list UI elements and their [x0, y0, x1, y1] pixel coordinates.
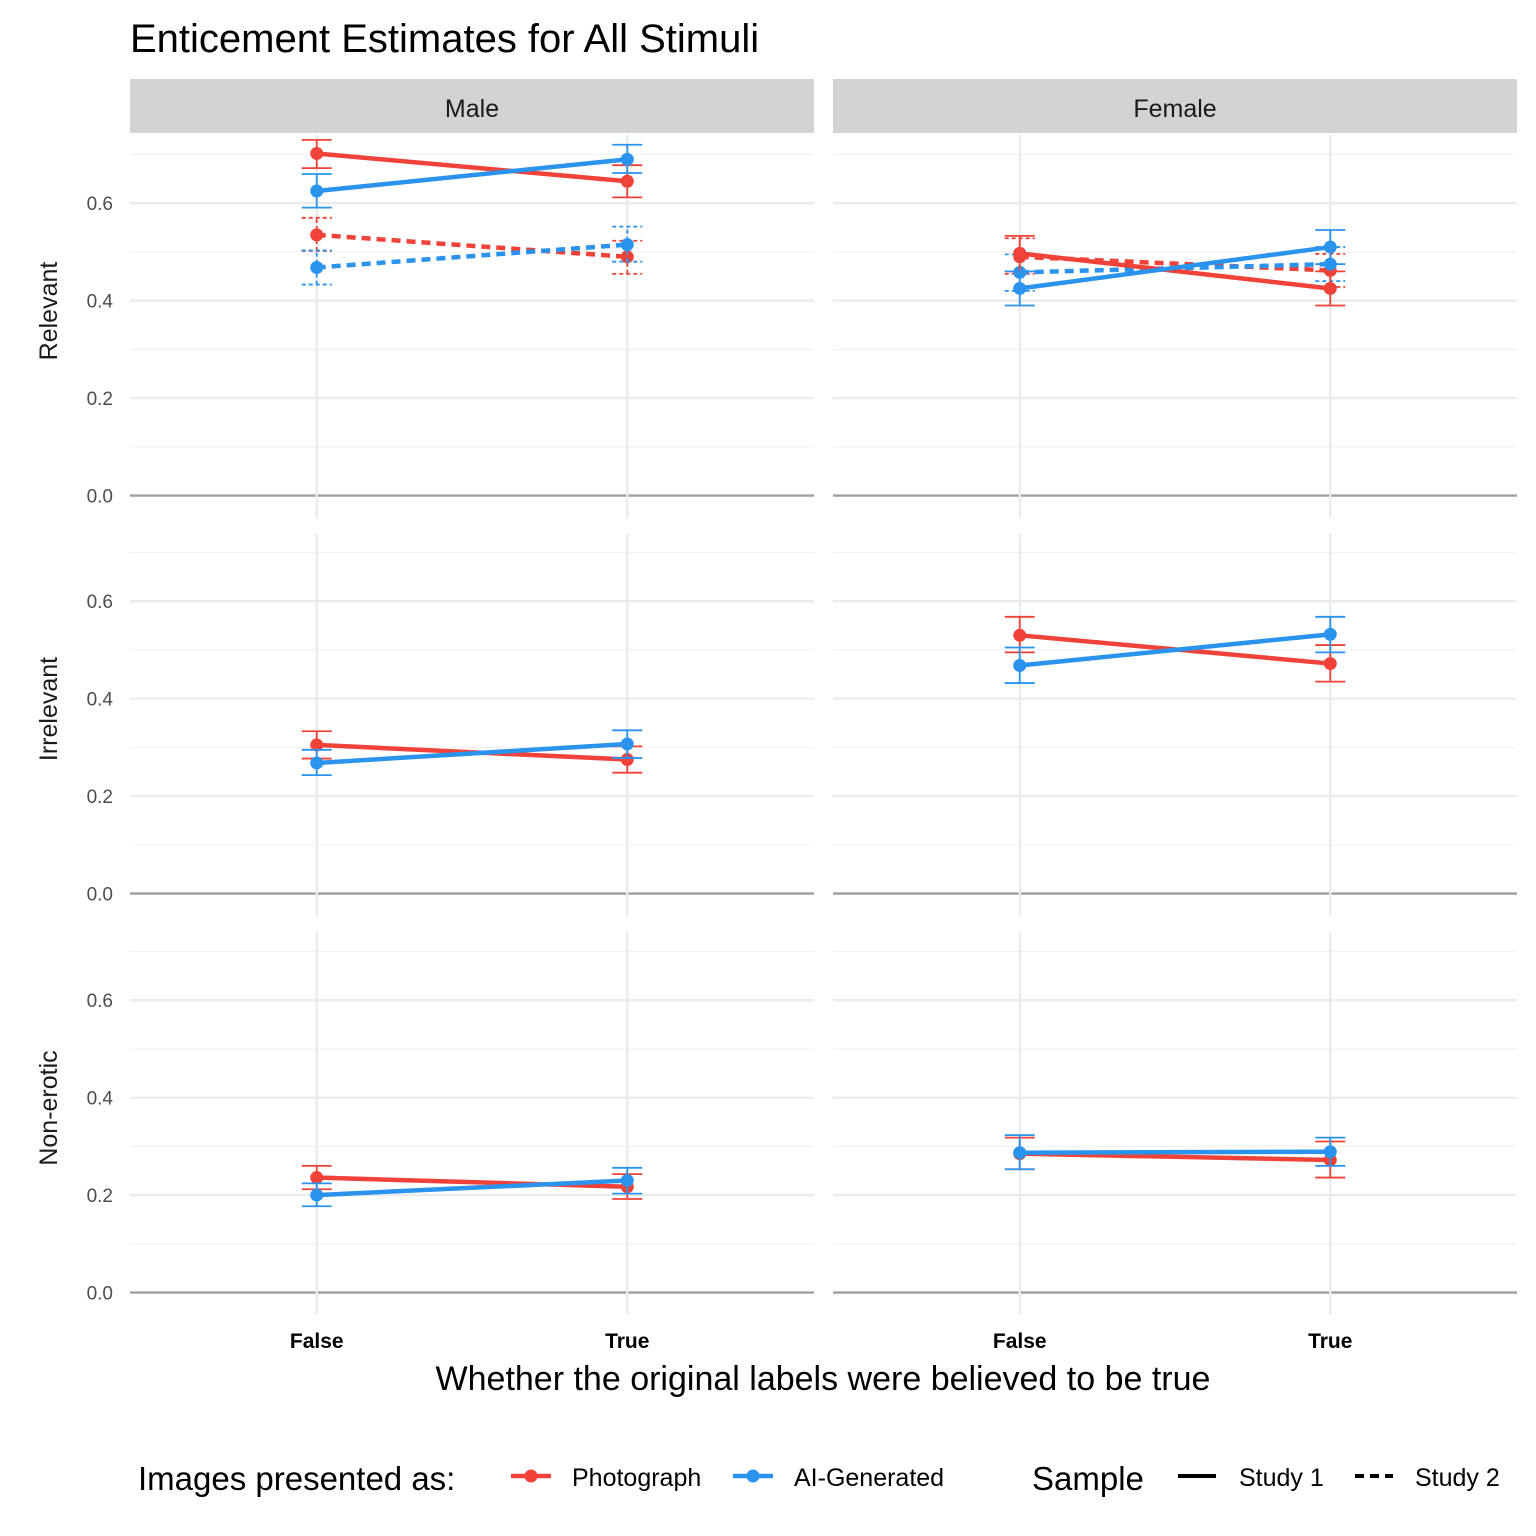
facet-strip-label: Male [445, 95, 499, 123]
y-tick-label: 0.0 [87, 1284, 113, 1305]
data-point [1013, 628, 1027, 642]
panel-irrelevant-male [130, 533, 814, 916]
y-tick-label: 0.0 [87, 885, 113, 906]
y-tick-label: 0.4 [87, 690, 114, 711]
series-line-photo-study1 [1019, 251, 1331, 291]
data-point [1013, 246, 1027, 260]
series-line-photo-study1 [316, 1175, 628, 1190]
data-point [620, 1173, 634, 1187]
data-point [310, 228, 324, 242]
data-point [620, 174, 634, 188]
data-point [1013, 1146, 1027, 1160]
data-point [620, 152, 634, 166]
facet-panels: Male Female Relevant 0.0 0.2 0.4 0.6 Irrelevant… [35, 79, 1517, 1353]
data-point [310, 1171, 324, 1185]
panel-relevant-male [130, 135, 814, 518]
x-tick-label: True [605, 1330, 649, 1353]
data-point [1013, 659, 1027, 673]
y-tick-label: 0.2 [87, 787, 113, 808]
series-line-ai-study1 [316, 1178, 628, 1198]
data-point [620, 250, 634, 264]
series-line-ai-study1 [1019, 632, 1331, 668]
data-point [1323, 657, 1337, 671]
y-tick-label: 0.6 [87, 194, 113, 215]
data-point [1323, 627, 1337, 641]
legend: Images presented as: Sample Photograph AI… [138, 1460, 1500, 1497]
data-point [310, 147, 324, 161]
row-label-irrelevant: Irrelevant [35, 657, 63, 761]
data-point [1323, 281, 1337, 295]
legend-label-ai: AI-Generated [794, 1464, 944, 1492]
data-point [620, 238, 634, 252]
legend-color-title: Images presented as: [138, 1460, 455, 1497]
data-point [310, 1188, 324, 1202]
series-line-ai-study1 [1019, 244, 1331, 291]
legend-label-study2: Study 2 [1415, 1464, 1500, 1492]
y-tick-label: 0.2 [87, 389, 113, 410]
legend-key-point [746, 1469, 760, 1483]
x-tick-label: False [993, 1330, 1047, 1353]
data-point [310, 756, 324, 770]
y-tick-label: 0.6 [87, 991, 113, 1012]
chart-title: Enticement Estimates for All Stimuli [130, 17, 759, 61]
series-line-ai-study1 [316, 741, 628, 766]
data-point [310, 738, 324, 752]
x-axis-title: Whether the original labels were believe… [436, 1360, 1211, 1398]
legend-label-photo: Photograph [572, 1464, 701, 1492]
panel-non-erotic-female [833, 932, 1517, 1315]
series-line-photo-study2 [316, 232, 628, 260]
x-tick-label: True [1308, 1330, 1352, 1353]
y-tick-label: 0.6 [87, 592, 113, 613]
panel-non-erotic-male [130, 932, 814, 1315]
series-line-photo-study1 [316, 151, 628, 184]
row-label-non-erotic: Non-erotic [35, 1050, 63, 1165]
legend-label-study1: Study 1 [1239, 1464, 1324, 1492]
facet-strip-label: Female [1133, 95, 1216, 123]
data-point [310, 261, 324, 275]
facet-strip-male [130, 79, 814, 133]
legend-linetype-title: Sample [1032, 1460, 1144, 1497]
legend-key-point [524, 1469, 538, 1483]
x-tick-label: False [290, 1330, 344, 1353]
data-point [310, 184, 324, 198]
data-point [620, 753, 634, 767]
row-label-relevant: Relevant [35, 262, 63, 361]
data-point [620, 737, 634, 751]
data-point [1323, 1145, 1337, 1159]
data-point [1013, 281, 1027, 295]
data-point [1323, 240, 1337, 254]
y-tick-label: 0.0 [87, 487, 113, 508]
y-tick-label: 0.2 [87, 1186, 113, 1207]
panel-relevant-female [833, 135, 1517, 518]
y-tick-label: 0.4 [87, 292, 114, 313]
facet-strip-female [833, 79, 1517, 133]
series-line-ai-study1 [316, 157, 628, 194]
series-line-ai-study2 [316, 242, 628, 270]
series-line-ai-study1 [1019, 1149, 1331, 1155]
y-tick-label: 0.4 [87, 1089, 114, 1110]
panel-irrelevant-female [833, 533, 1517, 916]
